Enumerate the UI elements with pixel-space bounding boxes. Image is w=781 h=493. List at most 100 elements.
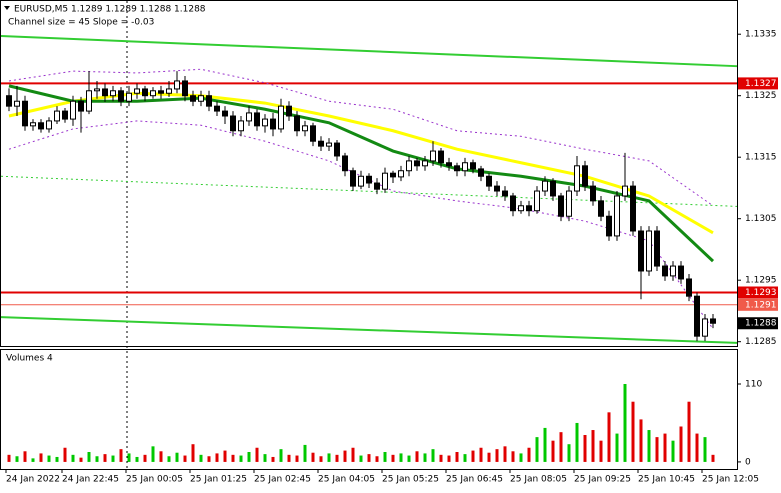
candle-body — [286, 105, 292, 117]
volume-bar — [31, 458, 35, 462]
candle-body — [350, 170, 356, 187]
volume-bar — [199, 454, 203, 462]
candle-body — [310, 125, 316, 142]
chart-title: EURUSD,M5 1.1289 1.1289 1.1288 1.1288 — [14, 5, 206, 15]
candle-body — [302, 125, 308, 132]
level-tag — [738, 286, 778, 299]
volume-bar — [511, 451, 515, 462]
volume-bar — [415, 451, 419, 462]
volume-bar — [287, 454, 291, 462]
volume-bar — [383, 452, 387, 462]
candle-body — [190, 95, 196, 102]
x-tick-label: 25 Jan 04:05 — [318, 475, 375, 485]
candle-body — [174, 80, 180, 90]
candle-body — [78, 100, 84, 112]
candle-body — [382, 172, 388, 190]
candle-body — [182, 80, 188, 97]
candle-body — [198, 95, 204, 102]
y-tick-label: 1.1335 — [745, 30, 777, 40]
x-tick-label: 25 Jan 10:45 — [638, 475, 695, 485]
candle-body — [94, 88, 100, 92]
volume-bar — [247, 452, 251, 462]
candle-body — [542, 180, 548, 192]
candle-body — [598, 200, 604, 217]
volume-bar — [143, 454, 147, 462]
y-tick-label: 110 — [745, 380, 762, 390]
volume-bar — [535, 437, 539, 462]
candle-body — [158, 90, 164, 94]
volume-bar — [335, 454, 339, 462]
candle-body — [654, 230, 660, 267]
volume-bar — [495, 449, 499, 462]
volume-bar — [127, 453, 131, 462]
candle-body — [374, 182, 380, 190]
candle-body — [334, 142, 340, 157]
volume-bar — [591, 430, 595, 462]
x-tick-label: 25 Jan 05:25 — [382, 475, 439, 485]
candle-body — [646, 230, 652, 272]
volume-bar — [103, 454, 107, 462]
volume-bar — [647, 430, 651, 462]
volume-bar — [15, 456, 19, 462]
x-tick-label: 25 Jan 12:05 — [702, 475, 759, 485]
volume-bar — [223, 450, 227, 462]
candle-body — [206, 95, 212, 107]
y-tick-label: 1.1315 — [745, 153, 777, 163]
candle-body — [102, 88, 108, 97]
candle-body — [526, 205, 532, 212]
volume-bar — [263, 454, 267, 462]
candle-body — [278, 105, 284, 130]
candle-body — [678, 265, 684, 280]
volume-bar — [527, 447, 531, 462]
candle-body — [70, 100, 76, 120]
volume-bar — [567, 444, 571, 462]
volume-bar — [455, 452, 459, 462]
channel-line — [0, 316, 738, 344]
dropdown-icon — [4, 6, 10, 10]
level-tag — [738, 298, 778, 311]
candle-body — [46, 120, 52, 130]
x-tick-label: 25 Jan 01:25 — [190, 475, 247, 485]
candle-body — [590, 185, 596, 202]
volume-bar — [23, 451, 27, 462]
volume-bar — [7, 454, 11, 462]
candle-body — [574, 165, 580, 192]
candle-body — [446, 162, 452, 167]
volume-bar — [303, 444, 307, 462]
volume-bar — [663, 433, 667, 462]
candle-body — [166, 88, 172, 94]
volume-bar — [119, 449, 123, 462]
candle-body — [6, 95, 12, 107]
candle-body — [406, 160, 412, 172]
candle-body — [702, 318, 708, 337]
volume-bar — [63, 447, 67, 462]
x-tick-label: 25 Jan 02:45 — [254, 475, 311, 485]
volume-bar — [175, 452, 179, 462]
candle-body — [318, 140, 324, 147]
candle-body — [638, 230, 644, 272]
volume-bar — [327, 453, 331, 462]
volume-bar — [87, 452, 91, 462]
volume-bar — [599, 440, 603, 462]
volume-bar — [159, 451, 163, 462]
volume-bar — [551, 440, 555, 462]
volume-bar — [399, 453, 403, 462]
volume-bar — [471, 450, 475, 462]
candle-body — [606, 215, 612, 237]
volume-bar — [623, 384, 627, 462]
candle-body — [550, 180, 556, 197]
volume-bar — [111, 455, 115, 462]
volume-bar — [447, 455, 451, 462]
candle-body — [558, 195, 564, 217]
volume-bar — [279, 449, 283, 462]
candle-body — [630, 185, 636, 232]
candle-body — [262, 118, 268, 127]
y-tick-label: 1.1305 — [745, 214, 777, 224]
x-tick-label: 25 Jan 00:05 — [126, 475, 183, 485]
volume-bar — [39, 453, 43, 462]
candle-body — [62, 110, 68, 120]
candle-body — [662, 265, 668, 277]
candle-body — [534, 190, 540, 212]
candle-body — [134, 88, 140, 94]
volume-bar — [79, 457, 83, 462]
